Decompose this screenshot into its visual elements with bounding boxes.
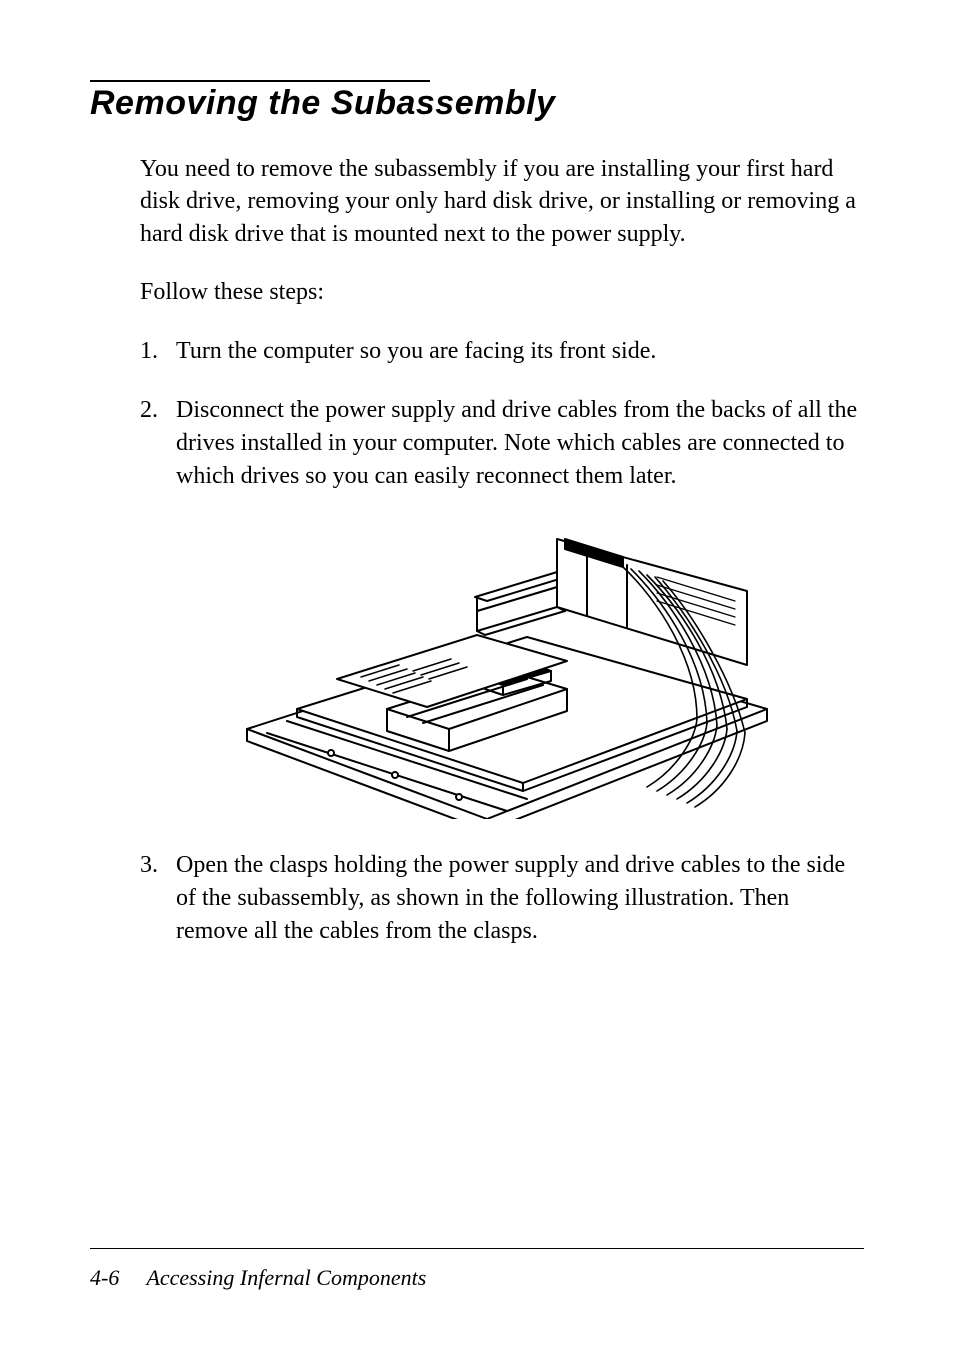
section-rule xyxy=(90,80,430,82)
step-number: 3. xyxy=(140,849,176,948)
footer-rule xyxy=(90,1248,864,1249)
step-text: Disconnect the power supply and drive ca… xyxy=(176,394,864,493)
footer-page-number: 4-6 xyxy=(90,1265,119,1290)
step-item: 2. Disconnect the power supply and drive… xyxy=(140,394,864,493)
step-item: 1. Turn the computer so you are facing i… xyxy=(140,335,864,368)
step-text: Turn the computer so you are facing its … xyxy=(176,335,864,368)
step-number: 2. xyxy=(140,394,176,493)
step-number: 1. xyxy=(140,335,176,368)
page: Removing the Subassembly You need to rem… xyxy=(0,0,954,1349)
body-block: You need to remove the subassembly if yo… xyxy=(140,153,864,948)
illustration-container xyxy=(140,519,864,819)
subassembly-illustration xyxy=(227,519,777,819)
lead-paragraph: Follow these steps: xyxy=(140,276,864,308)
page-footer: 4-6 Accessing Infernal Components xyxy=(90,1265,426,1291)
step-item: 3. Open the clasps holding the power sup… xyxy=(140,849,864,948)
intro-paragraph: You need to remove the subassembly if yo… xyxy=(140,153,864,250)
step-text: Open the clasps holding the power supply… xyxy=(176,849,864,948)
steps-list: 1. Turn the computer so you are facing i… xyxy=(140,335,864,493)
footer-chapter-title: Accessing Infernal Components xyxy=(146,1265,426,1290)
steps-list-continued: 3. Open the clasps holding the power sup… xyxy=(140,849,864,948)
section-title: Removing the Subassembly xyxy=(90,84,864,123)
